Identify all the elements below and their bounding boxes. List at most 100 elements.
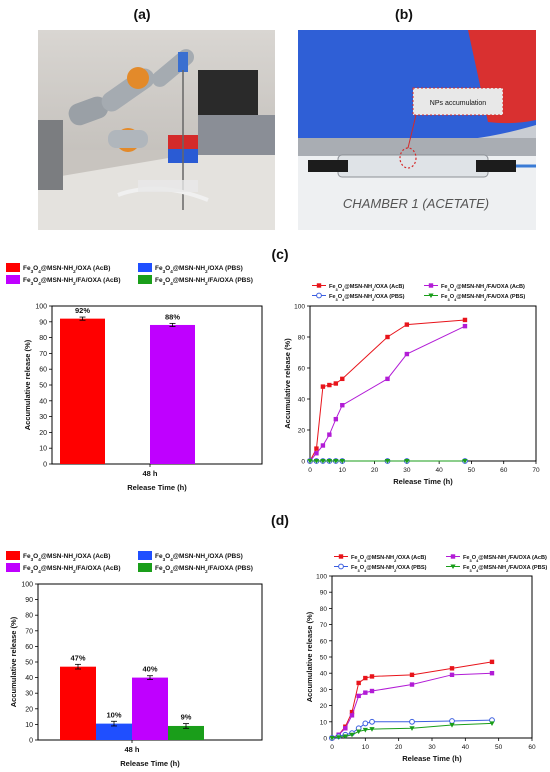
data-point (356, 680, 361, 686)
data-point (369, 674, 375, 679)
legend-label: Fe3O4@MSN-NH2/FA/OXA (AcB) (23, 565, 121, 574)
x-tick-label: 20 (395, 744, 403, 751)
photo-robot-arm-drawing (38, 30, 275, 230)
y-tick-label: 100 (316, 574, 327, 581)
data-point (327, 382, 332, 388)
data-point (333, 381, 339, 386)
legend-swatch (6, 275, 20, 284)
bar (150, 324, 195, 464)
data-point (404, 322, 410, 327)
data-point (329, 736, 335, 741)
data-point (320, 443, 326, 448)
data-point (449, 718, 455, 724)
x-tick-label: 40 (462, 744, 470, 751)
legend-label: Fe3O4@MSN-NH2/FA/OXA (AcB) (463, 555, 547, 563)
data-point (362, 727, 368, 733)
panel-label-a: (a) (133, 6, 151, 22)
panel-label-d: (d) (271, 512, 289, 528)
legend-marker (338, 554, 344, 559)
legend-swatch (138, 551, 152, 560)
chart-c-bar: Fe3O4@MSN-NH2/OXA (AcB) Fe3O4@MSN-NH2/OXA… (6, 263, 263, 492)
data-point (326, 459, 332, 464)
data-point (340, 376, 345, 382)
data-point (369, 688, 375, 694)
data-point (333, 459, 339, 464)
y-tick-label: 50 (320, 655, 328, 662)
legend-marker (450, 564, 456, 570)
data-point (336, 735, 342, 740)
x-tick-label: 10 (339, 467, 347, 474)
series-line (331, 719, 493, 739)
data-point (385, 334, 390, 340)
y-tick-label: 40 (25, 675, 33, 682)
x-axis-label: Release Time (h) (402, 754, 462, 763)
legend-label: Fe3O4@MSN-NH2/OXA (AcB) (329, 284, 404, 292)
data-point (369, 718, 375, 725)
y-tick-label: 40 (39, 398, 47, 405)
y-tick-label: 50 (39, 383, 47, 390)
legend-marker (450, 554, 456, 559)
y-tick-label: 60 (298, 366, 306, 373)
data-point (449, 723, 455, 728)
y-tick-label: 0 (323, 736, 327, 743)
data-point (343, 726, 348, 731)
y-tick-label: 0 (43, 462, 47, 469)
legend-label: Fe3O4@MSN-NH2/OXA (AcB) (23, 553, 110, 562)
y-axis-label: Accumulative release (%) (23, 339, 32, 430)
data-point (385, 376, 390, 382)
y-axis-label: Accumulative release (%) (283, 338, 292, 429)
data-label: 9% (181, 713, 192, 722)
bar (168, 725, 204, 740)
y-tick-label: 90 (25, 597, 33, 604)
legend-label: Fe3O4@MSN-NH2/FA/OXA (PBS) (155, 277, 253, 286)
data-point (369, 727, 375, 732)
x-tick-label: 50 (468, 467, 476, 474)
chamber-handwritten-label: CHAMBER 1 (ACETATE) (343, 196, 489, 211)
bar (132, 677, 168, 740)
y-tick-label: 40 (320, 671, 328, 678)
y-tick-label: 80 (298, 335, 306, 342)
legend-label: Fe3O4@MSN-NH2/FA/OXA (PBS) (155, 565, 253, 574)
chart-d-bar: Fe3O4@MSN-NH2/OXA (AcB) Fe3O4@MSN-NH2/OXA… (6, 551, 263, 768)
annotation-nps-accumulation: NPs accumulation (430, 100, 487, 107)
y-tick-label: 70 (320, 622, 328, 629)
x-tick-label: 20 (371, 467, 379, 474)
y-axis-label: Accumulative release (%) (305, 611, 314, 702)
data-point (449, 666, 455, 671)
x-tick-label: 30 (403, 467, 411, 474)
data-point (313, 459, 320, 464)
legend-marker (316, 292, 322, 299)
x-axis-label: Release Time (h) (393, 477, 453, 486)
y-tick-label: 70 (25, 628, 33, 635)
y-tick-label: 90 (39, 319, 47, 326)
data-point (362, 720, 369, 727)
panel-label-b: (b) (395, 6, 413, 22)
plot-frame (331, 575, 533, 739)
legend-marker (316, 283, 322, 288)
bar (96, 723, 132, 740)
legend-label: Fe3O4@MSN-NH2/FA/OXA (PBS) (463, 565, 547, 573)
data-point (333, 416, 339, 422)
y-tick-label: 10 (39, 446, 47, 453)
y-axis-label: Accumulative release (%) (9, 616, 18, 707)
x-tick-label: 60 (528, 744, 536, 751)
legend-label: Fe3O4@MSN-NH2/OXA (PBS) (155, 553, 243, 562)
data-label: 92% (75, 306, 90, 315)
photo-chamber: NPs accumulation CHAMBER 1 (ACETATE) (298, 30, 536, 230)
data-point (384, 459, 391, 464)
chart-d-line: Fe3O4@MSN-NH2/OXA (AcB) Fe3O4@MSN-NH2/FA/… (305, 554, 547, 763)
y-tick-label: 60 (25, 644, 33, 651)
data-point (409, 726, 415, 731)
data-point (404, 459, 410, 464)
series-line (309, 319, 466, 462)
data-point (340, 403, 345, 408)
x-axis-label: Release Time (h) (127, 483, 187, 492)
series-line (309, 325, 466, 462)
data-point (489, 671, 495, 676)
y-tick-label: 60 (320, 638, 328, 645)
legend-label: Fe3O4@MSN-NH2/OXA (PBS) (351, 565, 427, 573)
data-point (339, 459, 345, 464)
legend-label: Fe3O4@MSN-NH2/OXA (AcB) (23, 265, 110, 274)
y-tick-label: 60 (39, 367, 47, 374)
data-point (320, 459, 326, 464)
